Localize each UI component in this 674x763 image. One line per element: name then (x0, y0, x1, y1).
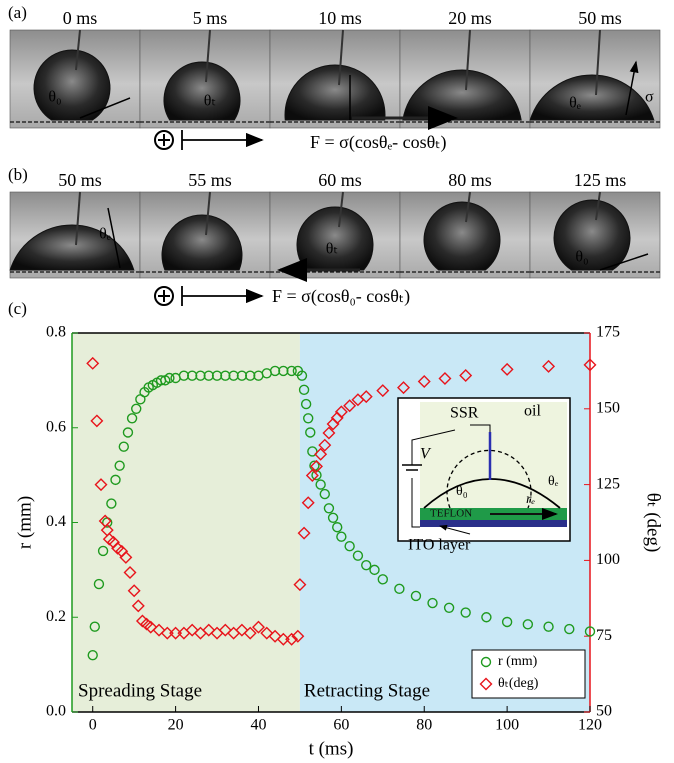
x-tick-label: 100 (495, 717, 519, 734)
frame-time: 20 ms (448, 8, 492, 28)
panel-label: (a) (8, 3, 27, 22)
angle-label: θₜ (204, 93, 216, 110)
y2-tick-label: 75 (596, 627, 612, 644)
y-tick-label: 0.0 (46, 703, 66, 720)
frame-time: 0 ms (63, 8, 98, 28)
frame-time: 10 ms (318, 8, 362, 28)
inset-ito (420, 520, 567, 527)
y2-tick-label: 50 (596, 703, 612, 720)
legend-label: r (mm) (498, 654, 538, 669)
y2-axis-label: θₜ (deg) (643, 493, 664, 553)
legend-label: θₜ(deg) (498, 676, 539, 691)
force-a: F = σ(cosθₑ- cosθₜ) (155, 130, 447, 153)
sigma-label: σ (645, 89, 654, 106)
inset-label: rₑ (526, 492, 535, 507)
droplet (424, 202, 500, 270)
angle-label: θ₀ (575, 249, 588, 266)
chart: Spreading Stage Retracting Stage 0 20 40 60 80… (14, 324, 663, 760)
frame-time: 125 ms (574, 170, 627, 190)
droplet (34, 50, 110, 120)
inset-label: ITO layer (408, 537, 471, 554)
force-equation: F = σ(cosθₑ- cosθₜ) (310, 132, 447, 153)
y-axis-label: r (mm) (14, 496, 35, 549)
y-tick-label: 0.6 (46, 418, 66, 435)
x-axis-label: t (ms) (309, 738, 354, 759)
stage-region (72, 333, 300, 712)
x-tick-label: 0 (89, 717, 97, 734)
panel-label: (c) (8, 299, 27, 318)
x-tick-label: 60 (333, 717, 349, 734)
inset-label: TEFLON (430, 508, 472, 520)
y-tick-label: 0.4 (46, 513, 66, 530)
y2-tick-label: 125 (596, 475, 620, 492)
figure: 0 ms θ₀ 5 ms θₜ 10 ms 20 ms 50 ms θₑ 50 ms θₑ 55 m… (0, 0, 674, 763)
angle-label: θₑ (99, 226, 111, 243)
x-tick-label: 40 (250, 717, 266, 734)
frame-time: 60 ms (318, 170, 362, 190)
stage-label: Retracting Stage (304, 680, 430, 701)
droplet (554, 200, 630, 270)
angle-label: θₜ (326, 241, 338, 258)
y2-tick-label: 175 (596, 324, 620, 341)
stage-label: Spreading Stage (78, 680, 202, 701)
frame-time: 5 ms (193, 8, 228, 28)
y-tick-label: 0.8 (46, 324, 66, 341)
inset-label: θ₀ (456, 484, 468, 499)
x-tick-label: 20 (168, 717, 184, 734)
inset-oil (420, 402, 567, 508)
inset-label: oil (524, 403, 541, 420)
panel-label: (b) (8, 165, 28, 184)
angle-label: θ₀ (48, 89, 61, 106)
frame-time: 50 ms (58, 170, 102, 190)
inset-label: SSR (450, 405, 479, 422)
frame-time: 55 ms (188, 170, 232, 190)
angle-label: θₑ (569, 95, 581, 112)
frame-time: 80 ms (448, 170, 492, 190)
x-tick-label: 80 (416, 717, 432, 734)
y2-tick-label: 150 (596, 399, 620, 416)
y-tick-label: 0.2 (46, 608, 66, 625)
force-equation: F = σ(cosθ₀- cosθₜ) (272, 286, 410, 307)
legend: r (mm) θₜ(deg) (472, 650, 585, 698)
force-b: F = σ(cosθ₀- cosθₜ) (155, 286, 410, 307)
inset-label: θₑ (548, 474, 559, 489)
y2-tick-label: 100 (596, 551, 620, 568)
frame-time: 50 ms (578, 8, 622, 28)
